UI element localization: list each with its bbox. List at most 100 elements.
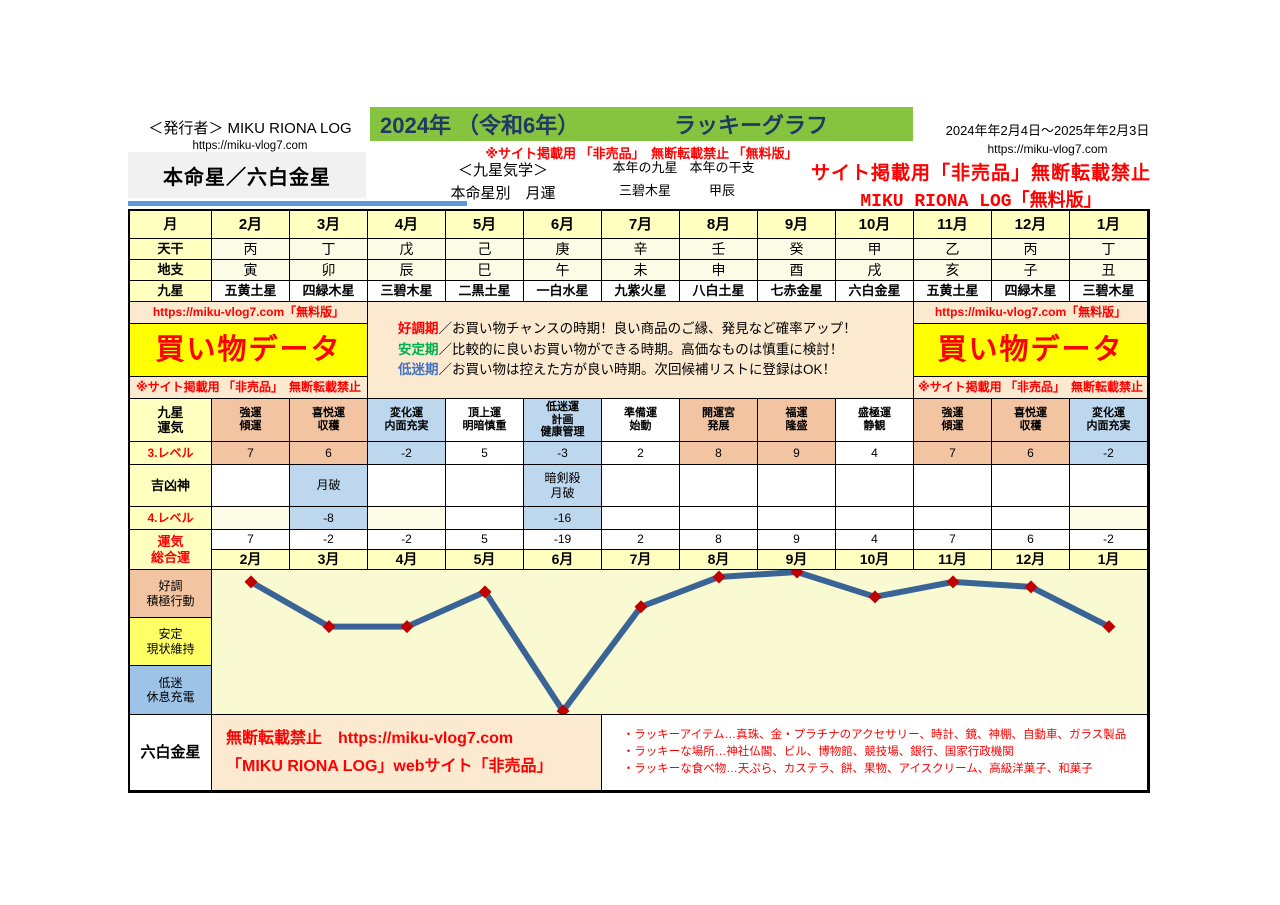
total-month-cell: 6月: [524, 550, 602, 570]
chart-point: [478, 585, 492, 599]
level4-cell: [368, 507, 446, 530]
publisher-name: ＜発行者＞ MIKU RIONA LOG: [148, 120, 352, 137]
shopping-title: 買い物データ: [130, 324, 368, 377]
level4-cell: -16: [524, 507, 602, 530]
year-eto-block: 本年の干支 甲辰: [686, 160, 758, 199]
god-cell: [446, 465, 524, 507]
kyusei-cell: 四緑木星: [992, 281, 1070, 302]
level3-cell: 7: [914, 442, 992, 465]
level4-cell: [602, 507, 680, 530]
chart-point: [556, 704, 570, 714]
total-month-cell: 3月: [290, 550, 368, 570]
publisher-url: https://miku-vlog7.com: [192, 140, 308, 152]
lucky-line: ・ラッキーアイテム…真珠、金・プラチナのアクセサリー、時計、鏡、神棚、自動車、ガ…: [622, 728, 1127, 741]
chart-plot-area: [212, 570, 1148, 715]
row-label-month: 月: [130, 211, 212, 239]
chishi-cell: 卯: [290, 260, 368, 281]
calendar-chishi-row: 地支寅卯辰巳午未申酉戌亥子丑: [130, 260, 1148, 281]
fortune-header-cell: 準備運 始動: [602, 399, 680, 442]
footer-notice: 無断転載禁止 https://miku-vlog7.com 「MIKU RIONA…: [212, 715, 602, 791]
validity-url: https://miku-vlog7.com: [987, 142, 1108, 156]
total-cell: 8: [680, 530, 758, 550]
year-star-value: 三碧木星: [618, 183, 671, 199]
banner-title: ラッキーグラフ: [673, 113, 828, 138]
total-cell: 9: [758, 530, 836, 550]
fortune-header-cell: 強運 傾運: [914, 399, 992, 442]
level3-cell: -3: [524, 442, 602, 465]
level3-row: 3.レベル 7 6 -2 5 -3 2 8 9 4 7 6 -2: [130, 442, 1148, 465]
chart-band-label: 好調 積極行動: [130, 570, 212, 618]
level3-cell: 2: [602, 442, 680, 465]
total-month-cell: 10月: [836, 550, 914, 570]
total-month-cell: 5月: [446, 550, 524, 570]
total-cell: 2: [602, 530, 680, 550]
level4-cell: [446, 507, 524, 530]
tenkan-cell: 丁: [290, 239, 368, 260]
kyusei-cell: 七赤金星: [758, 281, 836, 302]
buying-legend: 好調期／お買い物チャンスの時期！良い商品のご縁、発見など確率アップ！ 安定期／比較…: [368, 302, 914, 399]
fortune-header-cell: 開運宮 発展: [680, 399, 758, 442]
shopping-warning: ※サイト掲載用 「非売品」 無断転載禁止: [130, 377, 368, 399]
god-cell: [758, 465, 836, 507]
month-header-cell: 11月: [914, 211, 992, 239]
month-header-cell: 10月: [836, 211, 914, 239]
level3-cell: 7: [212, 442, 290, 465]
chart-row: 好調 積極行動 安定 現状維持 低迷 休息充電: [130, 570, 1148, 715]
row-label-chishi: 地支: [130, 260, 212, 281]
tenkan-cell: 己: [446, 239, 524, 260]
shopping-url-note: https://miku-vlog7.com「無料版」: [914, 302, 1148, 324]
legend-term: 低迷期: [398, 362, 439, 378]
footer-notice-line: 無断転載禁止 https://miku-vlog7.com: [226, 729, 514, 747]
chart-point: [868, 590, 882, 604]
lucky-line: ・ラッキーな場所…神社仏閣、ビル、博物館、競技場、銀行、国家行政機関: [622, 745, 1014, 758]
chishi-cell: 寅: [212, 260, 290, 281]
total-columns: 7 -2 -2 5 -19 2 8 9 4 7 6 -2 2月 3月 4月 5月 6月 7月 8月 9月 10月 11月 1…: [212, 530, 1148, 570]
level3-cell: 8: [680, 442, 758, 465]
fortune-header-cell: 強運 傾運: [212, 399, 290, 442]
total-cell: 7: [212, 530, 290, 550]
year-star-block: 本年の九星 三碧木星: [606, 160, 684, 199]
validity-range: 2024年年2月4日～2025年年2月3日: [945, 123, 1150, 138]
kyusei-cell: 五黄土星: [914, 281, 992, 302]
kyusei-cell: 四緑木星: [290, 281, 368, 302]
legend-line: 好調期／お買い物チャンスの時期！良い商品のご縁、発見など確率アップ！: [398, 319, 857, 340]
lucky-line: ・ラッキーな食べ物…天ぷら、カステラ、餅、果物、アイスクリーム、高級洋菓子、和菓…: [622, 763, 1093, 776]
total-values-row: 7 -2 -2 5 -19 2 8 9 4 7 6 -2: [212, 530, 1148, 550]
chart-point: [400, 620, 414, 634]
fortune-header-cell: 喜悦運 収穫: [992, 399, 1070, 442]
main-table: 月 2月 3月 4月 5月 6月 7月 8月 9月 10月 11月 12月 1月 天干丙丁戊己庚辛壬癸甲乙…: [128, 209, 1150, 793]
level4-cell: [914, 507, 992, 530]
kikkyoshin-row: 吉凶神 月破 暗剣殺 月破: [130, 465, 1148, 507]
chart-point: [790, 570, 804, 579]
god-cell: [992, 465, 1070, 507]
total-cell: 4: [836, 530, 914, 550]
chishi-cell: 申: [680, 260, 758, 281]
fortune-header-cell: 変化運 内面充実: [368, 399, 446, 442]
fortune-header-cell: 変化運 内面充実: [1070, 399, 1148, 442]
chishi-cell: 子: [992, 260, 1070, 281]
tenkan-cell: 癸: [758, 239, 836, 260]
fortune-line-chart: [244, 570, 1116, 714]
month-header-cell: 12月: [992, 211, 1070, 239]
total-month-cell: 2月: [212, 550, 290, 570]
tenkan-cell: 壬: [680, 239, 758, 260]
kyusei-cell: 三碧木星: [1070, 281, 1148, 302]
tenkan-cell: 庚: [524, 239, 602, 260]
god-cell: [602, 465, 680, 507]
god-cell: [368, 465, 446, 507]
warning-line-2: MIKU RIONA LOG「無料版」: [860, 192, 1102, 212]
tenkan-cell: 丙: [212, 239, 290, 260]
footer-lucky-list: ・ラッキーアイテム…真珠、金・プラチナのアクセサリー、時計、鏡、神棚、自動車、ガ…: [602, 715, 1148, 791]
level3-cell: 9: [758, 442, 836, 465]
year-banner: 2024年 （令和6年） ラッキーグラフ: [370, 107, 913, 141]
tenkan-cell: 辛: [602, 239, 680, 260]
legend-line: 低迷期／お買い物は控えた方が良い時期。次回候補リストに登録はOK！: [398, 360, 836, 381]
year-eto-label: 本年の干支: [689, 160, 755, 175]
month-header-cell: 9月: [758, 211, 836, 239]
total-fortune-row: 運気 総合運 7 -2 -2 5 -19 2 8 9 4 7 6 -2 2月 3月 4月 5月 6月 7月 8月 9月 10…: [130, 530, 1148, 570]
year-star-label: 本年の九星: [612, 160, 678, 175]
chart-band-labels: 好調 積極行動 安定 現状維持 低迷 休息充電: [130, 570, 212, 715]
chart-point: [1024, 580, 1038, 594]
chart-point: [946, 575, 960, 589]
